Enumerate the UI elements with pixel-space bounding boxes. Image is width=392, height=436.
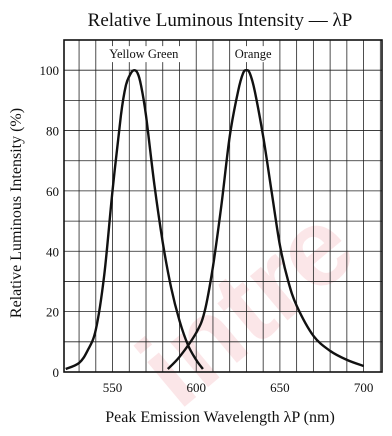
y-axis-label: Relative Luminous Intensity (%)	[8, 108, 25, 318]
y-tick-label: 20	[46, 305, 59, 320]
x-tick-label: 550	[103, 380, 123, 395]
y-tick-label: 100	[40, 63, 60, 78]
series-label-text: Yellow Green	[109, 47, 179, 61]
chart-title: Relative Luminous Intensity — λP	[88, 10, 353, 31]
x-axis-label: Peak Emission Wavelength λP (nm)	[105, 409, 335, 426]
x-tick-label: 650	[270, 380, 290, 395]
series-label-1: Yellow Green	[107, 46, 182, 63]
y-tick-label: 0	[53, 365, 60, 380]
y-tick-label: 60	[46, 184, 59, 199]
curves	[65, 68, 365, 371]
series-label-text: Orange	[235, 47, 272, 61]
watermark: intre	[115, 183, 377, 430]
series-label-backing	[232, 46, 274, 63]
series-labels: Yellow Green Orange	[107, 46, 274, 63]
series-label-2: Orange	[232, 46, 274, 63]
y-tick-label: 80	[46, 124, 59, 139]
x-axis-ticks: 550 600 650 700	[103, 380, 374, 395]
series-curve-2	[166, 68, 365, 370]
x-tick-label: 700	[354, 380, 374, 395]
plot-frame	[63, 39, 383, 373]
series-curve-1	[65, 69, 204, 371]
y-tick-label: 40	[46, 244, 59, 259]
y-axis-ticks: 0 20 40 60 80 100	[40, 63, 60, 380]
series-label-backing	[107, 46, 182, 63]
x-tick-label: 600	[186, 380, 206, 395]
